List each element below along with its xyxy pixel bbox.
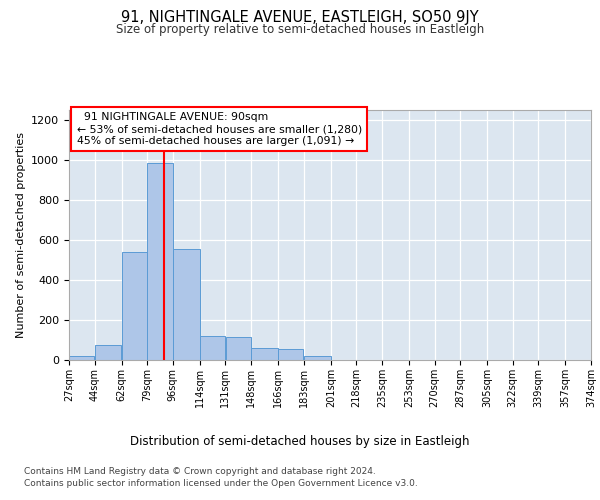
Bar [251,348,278,360]
Y-axis label: Number of semi-detached properties: Number of semi-detached properties [16,132,26,338]
Bar [122,252,147,360]
Text: Contains HM Land Registry data © Crown copyright and database right 2024.: Contains HM Land Registry data © Crown c… [24,468,376,476]
Text: Contains public sector information licensed under the Open Government Licence v3: Contains public sector information licen… [24,479,418,488]
Bar [278,349,304,360]
Bar [173,249,200,360]
Bar [148,163,173,360]
Bar [226,337,251,360]
Text: 91, NIGHTINGALE AVENUE, EASTLEIGH, SO50 9JY: 91, NIGHTINGALE AVENUE, EASTLEIGH, SO50 … [121,10,479,25]
Bar [304,356,331,360]
Text: 91 NIGHTINGALE AVENUE: 90sqm  
← 53% of semi-detached houses are smaller (1,280): 91 NIGHTINGALE AVENUE: 90sqm ← 53% of se… [77,112,362,146]
Bar [200,336,225,360]
Text: Distribution of semi-detached houses by size in Eastleigh: Distribution of semi-detached houses by … [130,435,470,448]
Text: Size of property relative to semi-detached houses in Eastleigh: Size of property relative to semi-detach… [116,22,484,36]
Bar [69,356,94,360]
Bar [95,345,121,360]
